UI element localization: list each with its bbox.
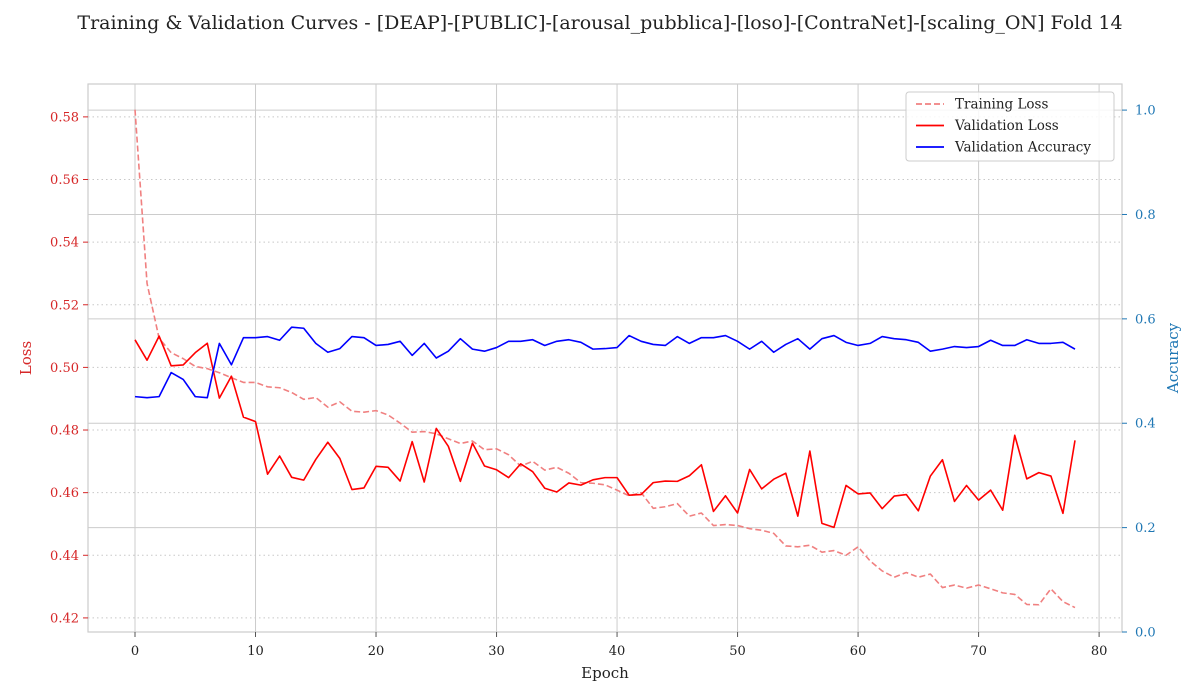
chart-title: Training & Validation Curves - [DEAP]-[P… (77, 12, 1122, 34)
legend-entry: Training Loss (955, 97, 1048, 113)
y-left-tick-label: 0.52 (50, 298, 79, 313)
y-left-tick-label: 0.48 (50, 424, 79, 439)
y-left-tick-label: 0.56 (50, 173, 79, 188)
x-tick-label: 30 (488, 644, 505, 659)
x-tick-label: 40 (609, 644, 626, 659)
series-line-validation-accuracy (134, 326, 1076, 399)
x-tick-label: 60 (850, 644, 867, 659)
y-axis-right-label: Accuracy (1164, 322, 1182, 394)
x-tick-label: 10 (247, 644, 264, 659)
y-right-tick-label: 0.6 (1135, 312, 1156, 327)
y-axis-left-label: Loss (17, 341, 35, 375)
y-left-tick-label: 0.46 (50, 486, 79, 501)
y-right-tick-label: 0.4 (1135, 417, 1156, 432)
x-tick-label: 20 (368, 644, 385, 659)
legend-entry: Validation Accuracy (954, 140, 1091, 156)
series-line-validation-loss (134, 335, 1076, 529)
x-tick-label: 80 (1091, 644, 1108, 659)
legend-box (905, 91, 1115, 162)
y-right-tick-label: 0.8 (1135, 208, 1156, 223)
y-right-tick-label: 1.0 (1135, 104, 1156, 119)
y-left-tick-label: 0.50 (50, 361, 79, 376)
y-left-tick-label: 0.44 (50, 549, 79, 564)
x-tick-label: 0 (131, 644, 139, 659)
legend-entry: Validation Loss (954, 118, 1059, 134)
y-right-tick-label: 0.0 (1135, 626, 1156, 641)
plot-frame (87, 83, 1123, 633)
y-left-tick-label: 0.54 (50, 236, 79, 251)
y-left-tick-label: 0.42 (50, 611, 79, 626)
plot-area: 0 10 20 30 40 50 60 70 80 0.42 0.44 0.46 0.48 0.50 0.5… (50, 83, 1156, 659)
x-tick-label: 70 (970, 644, 987, 659)
y-left-tick-label: 0.58 (50, 110, 79, 125)
x-axis-label: Epoch (581, 664, 629, 682)
y-right-tick-label: 0.2 (1135, 521, 1156, 536)
legend: Training Loss Validation Loss Validation A… (905, 91, 1115, 162)
x-tick-label: 50 (729, 644, 746, 659)
